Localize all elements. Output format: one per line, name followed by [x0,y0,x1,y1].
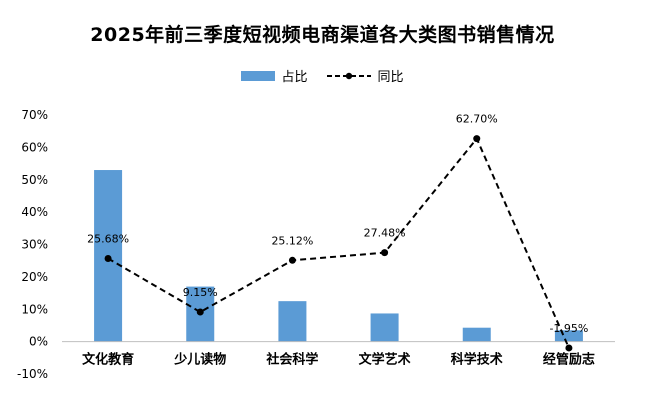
data-label: 27.48% [364,227,406,240]
bar [278,301,307,342]
data-label: -1.95% [549,322,588,335]
x-tick-label: 科学技术 [451,352,503,368]
legend-item-share: 占比 [241,66,308,85]
legend-line-swatch [326,72,371,79]
legend: 占比 同比 [0,66,645,85]
y-tick-label: 10% [21,302,48,316]
data-label: 62.70% [456,113,498,126]
data-label: 9.15% [183,286,218,299]
line-point [381,249,389,257]
y-tick-label: -10% [17,367,48,381]
bar [370,313,399,342]
bar [462,327,491,342]
legend-label-yoy: 同比 [377,70,404,85]
line-point [104,254,112,262]
legend-label-share: 占比 [281,70,308,85]
y-axis: -10% 0% 10% 20% 30% 40% 50% 60% 70% [17,108,48,381]
line-point [196,308,204,316]
x-tick-label: 经管励志 [543,352,595,368]
y-tick-label: 50% [21,173,48,187]
line-series: 25.68% 9.15% 25.12% 27.48% 62.70% -1.95% [87,113,588,352]
legend-bar-swatch [241,70,276,81]
y-tick-label: 30% [21,238,48,252]
bar [554,330,583,342]
x-tick-label: 少儿读物 [173,352,226,368]
bar-series [94,170,583,342]
data-label: 25.12% [271,234,313,247]
x-tick-label: 文学艺术 [359,352,411,368]
y-tick-label: 60% [21,140,48,154]
y-tick-label: 40% [21,205,48,219]
line-point [565,344,573,352]
y-tick-label: 70% [21,108,48,122]
data-label: 25.68% [87,232,129,245]
x-tick-label: 社会科学 [265,352,318,368]
y-tick-label: 0% [29,335,48,349]
x-axis: 文化教育 少儿读物 社会科学 文学艺术 科学技术 经管励志 [82,352,595,368]
y-tick-label: 20% [21,270,48,284]
x-tick-label: 文化教育 [82,352,134,368]
line-point [288,256,296,264]
legend-item-yoy: 同比 [326,66,404,85]
series-line [107,136,570,349]
chart-title: 2025年前三季度短视频电商渠道各大类图书销售情况 [90,24,555,46]
line-point [473,135,481,143]
